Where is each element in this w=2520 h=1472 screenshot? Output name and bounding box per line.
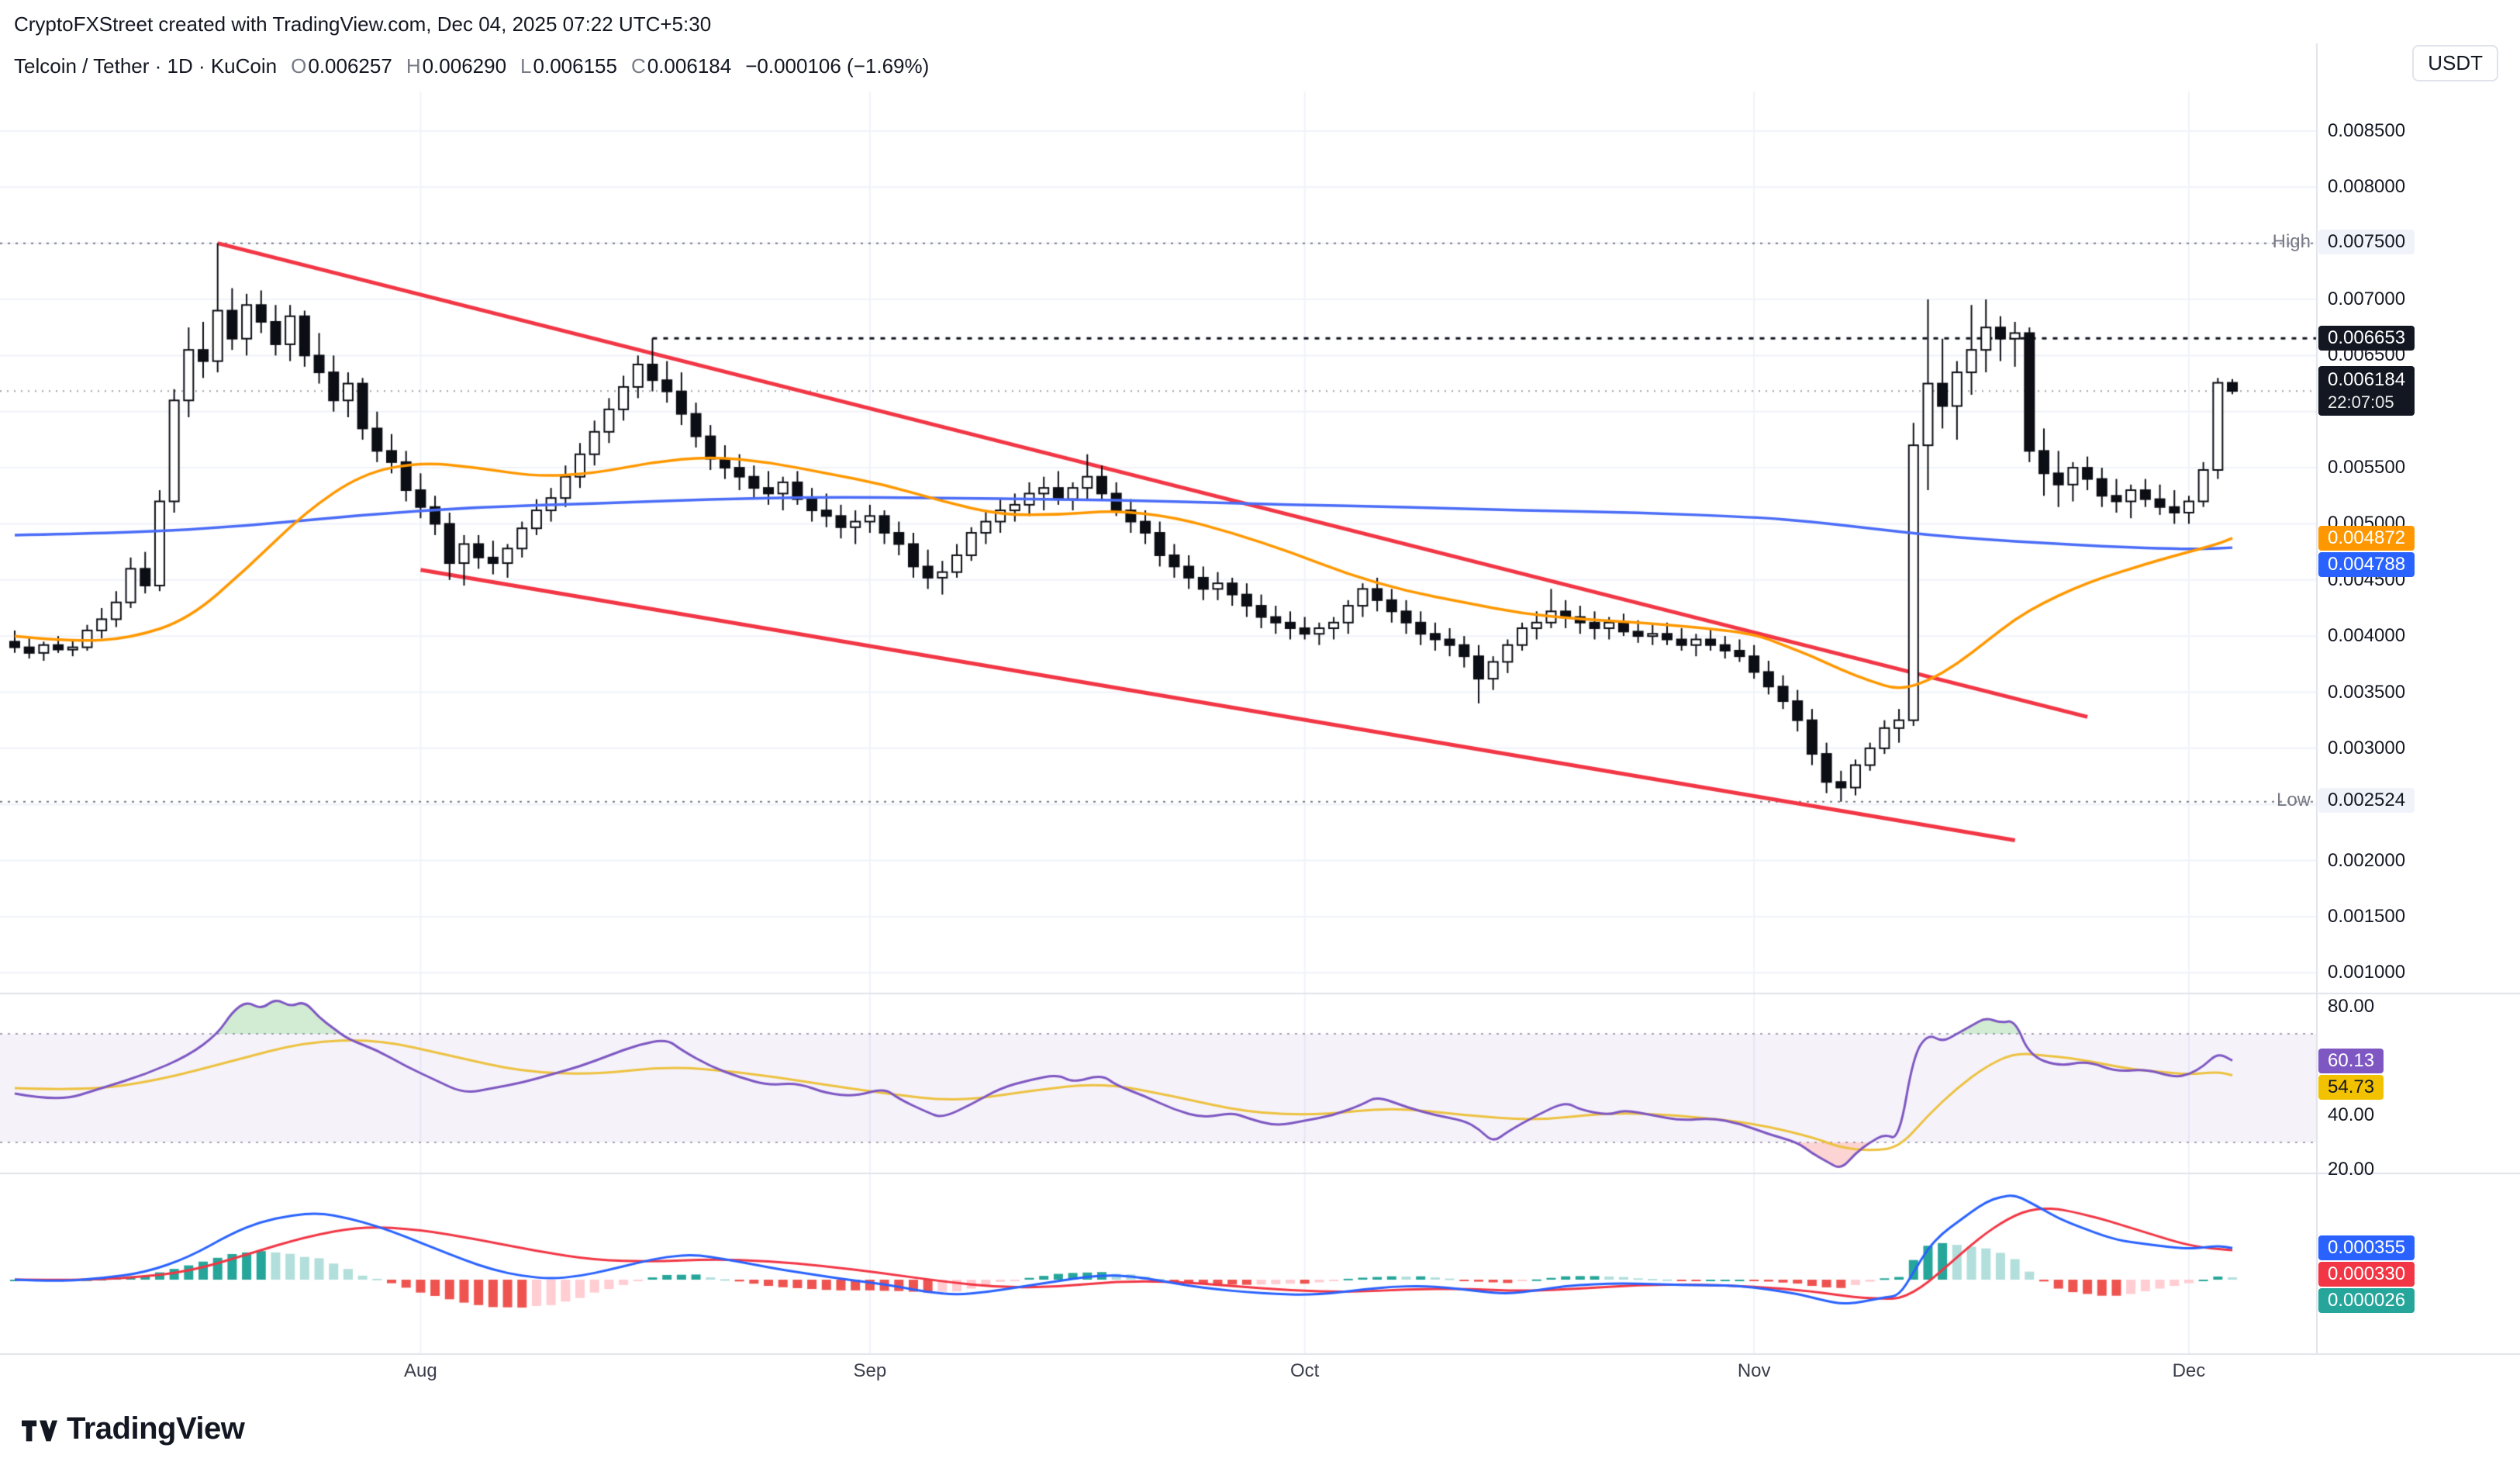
symbol-title-row: Telcoin / Tether · 1D · KuCoin O0.006257… [14,54,929,78]
low-price-chip: 0.002524 [2318,787,2415,813]
open-label: O [291,54,307,78]
tradingview-logo-text: TradingView [67,1412,245,1446]
rsi-tick: 20.00 [2328,1159,2375,1180]
macd-value-badge: 0.000355 [2318,1235,2415,1261]
price-tick: 0.005500 [2328,457,2406,479]
low-word: Low [2276,789,2311,810]
price-tick: 0.001500 [2328,905,2406,927]
price-tick: 0.001000 [2328,962,2406,983]
high-label: H [406,54,421,78]
rsi-value-badge: 60.13 [2318,1048,2384,1073]
high-value: 0.006290 [422,54,507,78]
price-tick: 0.008000 [2328,176,2406,198]
price-tick: 0.008500 [2328,120,2406,141]
candle-countdown: 22:07:05 [2328,392,2394,413]
time-label: Oct [1290,1360,1320,1381]
low-value: 0.006155 [533,54,617,78]
ma-slow-price-badge: 0.004788 [2318,551,2415,577]
ma-fast-price-badge: 0.004872 [2318,525,2415,551]
time-label: Sep [853,1360,887,1381]
time-label: Nov [1737,1360,1771,1381]
price-tick: 0.003500 [2328,681,2406,703]
high-price-chip: 0.007500 [2318,229,2415,254]
close-value: 0.006184 [647,54,732,78]
high-word: High [2272,230,2311,252]
low-price-label: Low 0.002524 [2211,787,2506,813]
price-tick: 0.002000 [2328,849,2406,871]
price-tick: 0.004000 [2328,625,2406,647]
time-label: Aug [404,1360,437,1381]
high-price-label: High 0.007500 [2211,229,2506,254]
currency-toggle[interactable]: USDT [2412,45,2498,81]
price-tick: 0.003000 [2328,737,2406,758]
tradingview-logo[interactable]: TradingView [22,1412,245,1446]
rsi-tick: 80.00 [2328,996,2375,1017]
time-label: Dec [2172,1360,2206,1381]
ohlc-readout: O0.006257 H0.006290 L0.006155 C0.006184 [291,54,731,78]
credit-line: CryptoFXStreet created with TradingView.… [14,12,712,36]
rsi-tick: 40.00 [2328,1104,2375,1125]
last-price-value: 0.006184 [2328,369,2406,391]
macd-signal-value-badge: 0.000330 [2318,1262,2415,1287]
price-tick: 0.007000 [2328,289,2406,310]
tradingview-logo-icon [22,1420,57,1441]
macd-histogram-value-badge: 0.000026 [2318,1288,2415,1314]
symbol-title[interactable]: Telcoin / Tether · 1D · KuCoin [14,54,278,78]
close-label: C [630,54,646,78]
last-price-badge: 0.006184 22:07:05 [2318,366,2415,416]
low-label: L [520,54,532,78]
change-value: −0.000106 (−1.69%) [745,54,930,78]
open-value: 0.006257 [308,54,392,78]
rsi-ma-value-badge: 54.73 [2318,1074,2384,1100]
resistance-price-badge: 0.006653 [2318,326,2415,351]
